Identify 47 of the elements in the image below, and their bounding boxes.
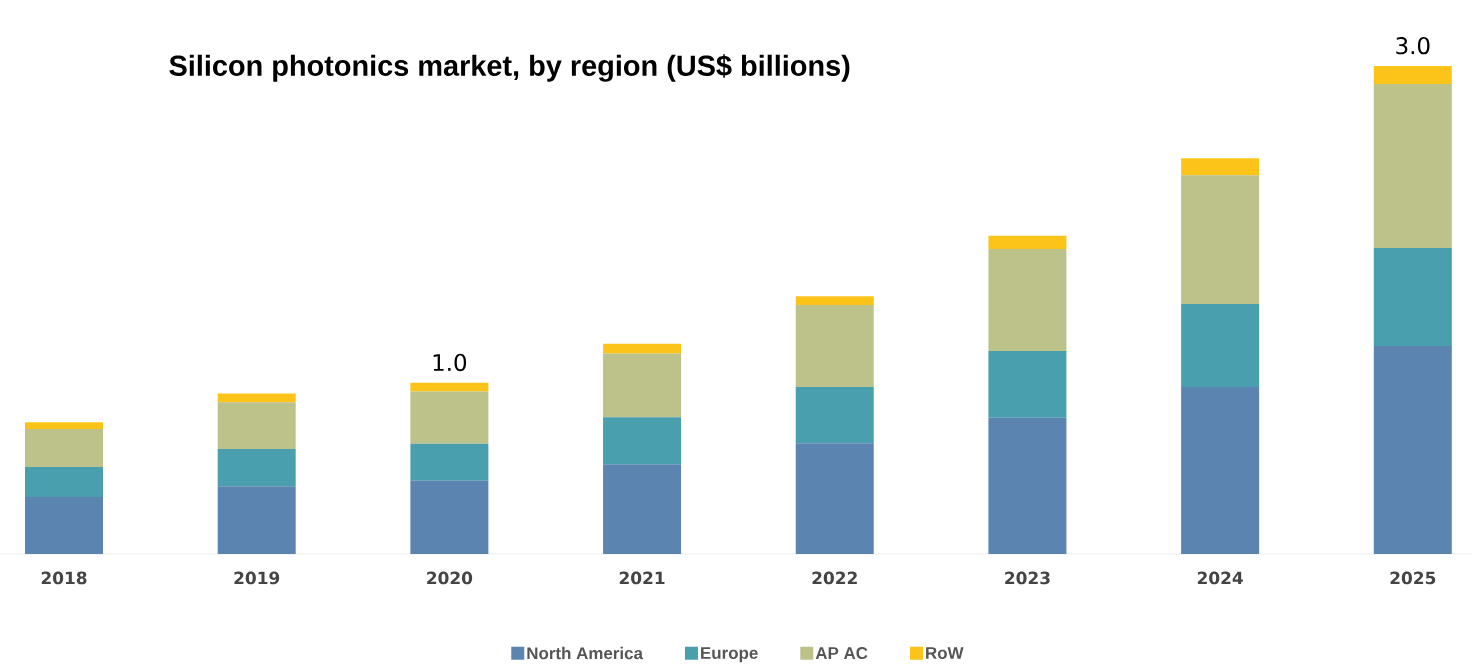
x-tick-label: 2022 <box>812 571 857 585</box>
legend-label: AP AC <box>815 647 868 660</box>
bar <box>988 235 1067 249</box>
bar <box>1373 83 1452 248</box>
bar <box>217 393 296 403</box>
bar <box>795 305 874 388</box>
bar <box>1181 304 1260 388</box>
bar <box>1373 346 1452 554</box>
bar <box>603 417 682 465</box>
legend-label: North America <box>527 646 644 660</box>
bar <box>25 496 103 554</box>
x-tick-label: 2023 <box>1005 571 1050 585</box>
x-tick-label: 2024 <box>1197 571 1243 585</box>
bar <box>25 467 103 497</box>
bar <box>795 296 874 306</box>
bar <box>410 480 489 554</box>
bar <box>603 343 682 354</box>
x-tick-label: 2020 <box>427 571 473 585</box>
x-tick-label: 2025 <box>1390 571 1436 585</box>
bar <box>1373 65 1452 84</box>
annotation: 3.0 <box>1396 37 1430 55</box>
bar <box>988 248 1067 351</box>
bar <box>1181 158 1260 176</box>
bar <box>795 387 874 444</box>
bar <box>988 417 1067 554</box>
legend-label: RoW <box>926 647 964 659</box>
bar <box>1373 247 1452 347</box>
bar <box>1181 387 1260 554</box>
x-tick-label: 2019 <box>234 571 280 585</box>
bar <box>988 350 1067 418</box>
annotation: 1.0 <box>433 353 467 372</box>
x-tick-label: 2021 <box>619 571 665 585</box>
bar <box>410 391 489 444</box>
chart-title: Silicon photonics market, by region (US$ billions) <box>169 54 850 82</box>
bar <box>1181 175 1260 305</box>
bar <box>410 443 489 481</box>
bar <box>603 353 682 418</box>
bar <box>25 422 103 430</box>
bar <box>25 429 103 468</box>
bar <box>217 486 296 554</box>
bar <box>217 402 296 450</box>
bar <box>795 443 874 554</box>
bar <box>217 449 296 487</box>
bar <box>603 464 682 554</box>
legend-label: Europe <box>701 647 758 663</box>
x-tick-label: 2018 <box>41 571 87 585</box>
bar <box>410 382 489 392</box>
